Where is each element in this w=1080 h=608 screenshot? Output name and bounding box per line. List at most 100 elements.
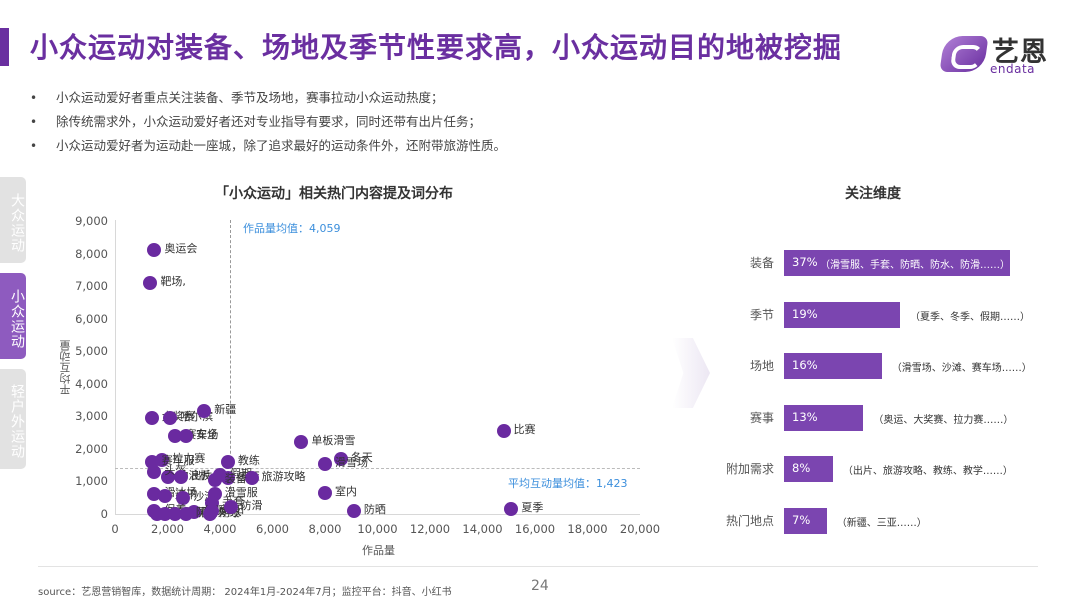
y-axis-line [115,220,116,514]
bullet-item: • 小众运动爱好者为运动赴一座城，除了追求最好的运动条件外，还附带旅游性质。 [30,136,506,160]
y-tick-label: 3,000 [75,409,108,424]
side-tab-mass-sports[interactable]: 大众运动 [0,177,26,263]
scatter-point[interactable] [205,503,220,518]
bar-value-label: 19% [792,306,818,321]
bar-value-label: 16% [792,358,818,372]
y-tick-label: 7,000 [75,279,108,294]
scatter-point[interactable] [178,428,193,443]
bullet-dot-icon: • [30,91,38,105]
scatter-point[interactable] [176,490,191,505]
scatter-point[interactable] [160,469,175,484]
summary-bullets: • 小众运动爱好者重点关注装备、季节及场地，赛事拉动小众运动热度； • 除传统需求外… [30,88,506,160]
scatter-point-label: 比赛 [513,422,536,436]
y-tick-label: 5,000 [75,344,108,359]
side-tab-light-outdoor[interactable]: 轻户外运动 [0,369,26,469]
bar-category-label: 季节 [749,307,774,322]
scatter-point-label: 奥运会 [164,242,198,256]
scatter-point-label: 防晒 [363,502,386,516]
scatter-point-label: 教练 [237,453,260,467]
scatter-point[interactable] [197,404,212,419]
scatter-point[interactable] [220,454,235,469]
y-tick-label: 1,000 [75,474,108,489]
logo-english-text: endata [990,62,1036,76]
bar: 19% [784,301,901,328]
scatter-point[interactable] [157,489,172,504]
x-tick-label: 8,000 [308,522,342,536]
bar-value-label: 13% [792,409,818,424]
scatter-point[interactable] [223,500,238,515]
scatter-point[interactable] [504,502,519,517]
bullet-item: • 除传统需求外，小众运动爱好者还对专业指导有要求，同时还带有出片任务； [30,112,506,136]
scatter-point[interactable] [207,472,222,487]
bar-category-label: 热门地点 [725,513,774,528]
scatter-point[interactable] [147,464,162,479]
scatter-chart-title: 「小众运动」相关热门内容提及词分布 [215,186,453,202]
scatter-point-label: 靶场, [160,274,186,288]
x-tick-label: 16,000 [514,522,556,536]
scatter-point-label: 安全 [195,427,218,441]
scatter-point[interactable] [144,410,159,425]
bar-row: 装备 37% （滑雪服、手套、防晒、防水、防滑……） [720,250,1060,276]
scatter-point-label: 赛车服 [161,453,195,467]
scatter-point[interactable] [318,485,332,500]
scatter-point[interactable] [496,423,511,438]
source-note: source：艺恩营销智库，数据统计周期： 2024年1月-2024年7月；监控… [38,587,452,598]
scatter-point[interactable] [155,453,170,468]
y-tick-label: 9,000 [75,214,108,228]
scatter-point-label: 防滑 [240,499,263,513]
scatter-point-label: 赛车场 [185,427,219,441]
bar-row: 季节 19% （夏季、冬季、假期……） [720,301,1060,328]
bar-row: 热门地点 7% （新疆、三亚……） [720,507,1060,534]
bar: 8% [784,456,833,482]
scatter-point[interactable] [333,451,348,466]
x-tick-label: 2,000 [151,522,184,536]
bar: 16% [784,353,882,379]
scatter-point[interactable] [318,456,332,471]
bar-value-label: 8% [792,461,811,475]
scatter-point[interactable] [178,507,193,521]
x-tick-label: 10,000 [357,522,398,536]
bar-note: （滑雪场、沙滩、赛车场……） [891,363,1032,374]
scatter-point[interactable] [163,410,178,425]
scatter-point[interactable] [220,471,235,486]
y-mean-label: 平均互动量均值：1,423 [508,477,628,490]
x-mean-reference-line [230,220,231,514]
scatter-point[interactable] [173,469,188,484]
scatter-point[interactable] [346,503,361,518]
bar-note: （出片、旅游攻略、教练、教学……） [842,466,1013,477]
x-axis-label: 作品量 [362,544,395,557]
x-tick-label: 14,000 [462,522,503,536]
bar-category-label: 赛事 [749,410,774,425]
logo-chinese-text: 艺恩 [992,37,1048,68]
side-tab-niche-sports[interactable]: 小众运动 [0,273,26,359]
bar-note: （新疆、三亚……） [836,517,927,529]
bullet-dot-icon: • [30,115,38,129]
scatter-point-label: 冬天 [350,450,373,464]
y-tick-label: 0 [100,507,108,521]
scatter-point-label: 旅游攻略 [261,470,306,484]
bar: 37% [784,250,1010,276]
title-accent-bar [0,28,9,66]
bullet-dot-icon: • [30,139,38,153]
scatter-point-label: 出片 [190,468,213,482]
scatter-point[interactable] [147,243,162,258]
bullet-item: • 小众运动爱好者重点关注装备、季节及场地，赛事拉动小众运动热度； [30,88,506,112]
y-tick-label: 4,000 [75,376,108,391]
x-tick-label: 4,000 [203,522,237,536]
y-tick-label: 2,000 [75,441,108,456]
bar-row: 附加需求 8% （出片、旅游攻略、教练、教学……） [720,456,1060,482]
page-title: 小众运动对装备、场地及季节性要求高，小众运动目的地被挖掘 [30,31,843,64]
bar-note: （夏季、冬季、假期……） [910,311,1031,323]
scatter-point-label: 拉力赛 [172,452,206,466]
x-tick-label: 18,000 [567,522,608,536]
y-tick-label: 8,000 [75,246,108,261]
bar-category-label: 场地 [749,359,774,373]
endata-logo: 艺恩 endata [939,30,1050,76]
scatter-point[interactable] [143,275,158,290]
bar: 13% [784,404,864,431]
scatter-point-label: 新疆 [214,403,237,417]
bar-value-label: 37% [792,255,818,269]
scatter-point[interactable] [244,471,259,486]
x-axis-line [115,514,640,515]
scatter-point[interactable] [294,435,309,450]
